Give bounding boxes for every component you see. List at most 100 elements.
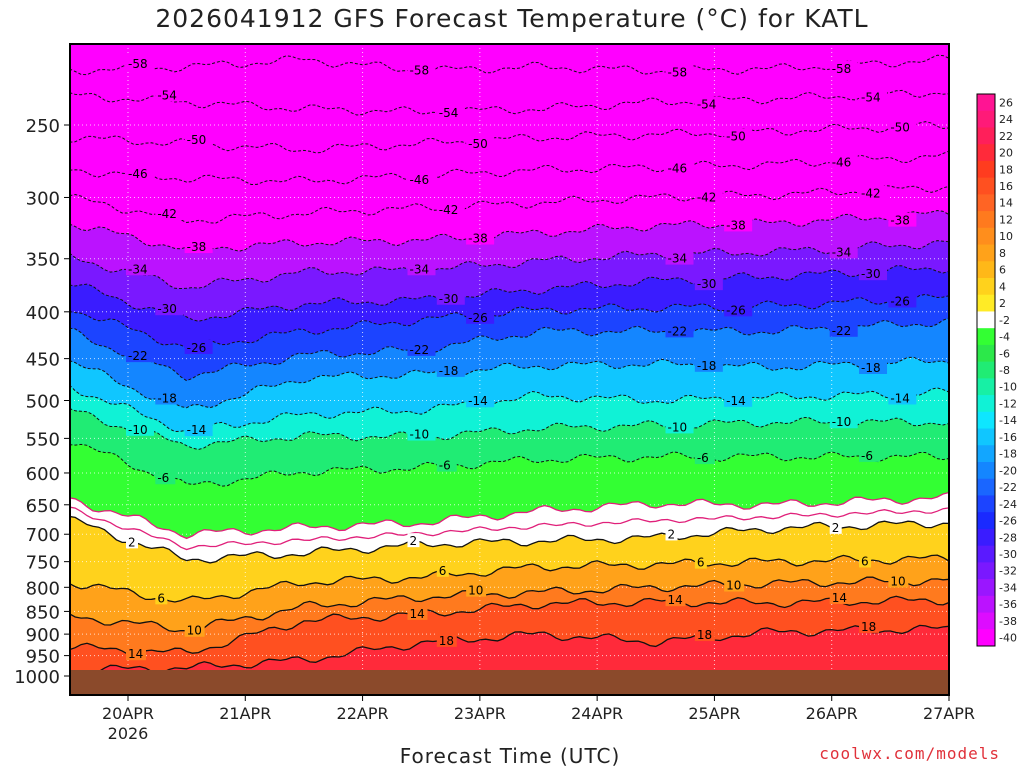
colorbar-label--32: -32 bbox=[999, 565, 1017, 578]
contour-label-bg bbox=[665, 64, 694, 79]
x-tick-label-24APR: 24APR bbox=[571, 704, 623, 723]
contour-label-10: 10 bbox=[890, 575, 905, 589]
contour-label-14: 14 bbox=[128, 647, 143, 661]
colorbar-swatch--26 bbox=[977, 512, 995, 530]
contour-label-bg bbox=[436, 457, 457, 472]
contour-label--14: -14 bbox=[468, 394, 488, 408]
isotherm--46 bbox=[70, 150, 949, 186]
contour-label-bg bbox=[829, 244, 858, 259]
contour-label--46: -46 bbox=[832, 156, 852, 170]
colorbar-label--38: -38 bbox=[999, 615, 1017, 628]
contour-label--22: -22 bbox=[668, 324, 688, 338]
colorbar-label-10: 10 bbox=[999, 230, 1013, 243]
colorbar-label--16: -16 bbox=[999, 431, 1017, 444]
contour-label-bg bbox=[466, 582, 487, 597]
contour-label-bg bbox=[436, 632, 457, 647]
colorbar-swatch--10 bbox=[977, 378, 995, 396]
contour-label-bg bbox=[466, 135, 495, 150]
colorbar-swatch--16 bbox=[977, 428, 995, 446]
contour-label-bg bbox=[694, 276, 723, 291]
isotherm-14 bbox=[70, 595, 949, 656]
colorbar-label--2: -2 bbox=[999, 314, 1010, 327]
colorbar-swatch-4 bbox=[977, 278, 995, 296]
contour-label-bg bbox=[888, 212, 917, 227]
contour-label-bg bbox=[694, 96, 723, 111]
contour-label-bg bbox=[694, 627, 715, 642]
contour-label-bg bbox=[694, 554, 707, 569]
colorbar-label--40: -40 bbox=[999, 632, 1017, 645]
y-tick-label-500: 500 bbox=[26, 392, 60, 413]
contour-label--50: -50 bbox=[726, 129, 746, 143]
contour-label--26: -26 bbox=[726, 303, 746, 317]
contour-label-bg bbox=[724, 217, 753, 232]
y-tick-label-950: 950 bbox=[26, 647, 60, 668]
contour-label-bg bbox=[466, 309, 495, 324]
colorbar-swatch--12 bbox=[977, 395, 995, 413]
contour-label-6: 6 bbox=[157, 591, 165, 605]
colorbar-swatch-14 bbox=[977, 194, 995, 212]
contour-label-bg bbox=[694, 189, 723, 204]
x-tick-label-27APR: 27APR bbox=[923, 704, 975, 723]
contour-label-bg bbox=[436, 104, 465, 119]
colorbar-label--36: -36 bbox=[999, 598, 1017, 611]
contour-label-bg bbox=[407, 533, 420, 548]
contour-label-bg bbox=[888, 573, 909, 588]
contour-label-bg bbox=[184, 339, 213, 354]
contour-label-2: 2 bbox=[409, 534, 417, 548]
contour-label-bg bbox=[859, 618, 880, 633]
contour-label-bg bbox=[126, 646, 146, 661]
contour-label--14: -14 bbox=[187, 423, 207, 437]
contour-label-6: 6 bbox=[861, 554, 869, 568]
contour-label--46: -46 bbox=[668, 162, 688, 176]
colorbar-label--14: -14 bbox=[999, 414, 1017, 427]
colorbar-swatch--20 bbox=[977, 462, 995, 480]
contour-label-18: 18 bbox=[861, 620, 876, 634]
y-tick-label-350: 350 bbox=[26, 250, 60, 271]
contour-labels: -58 -58 -58 -58-54-54-54 -54-50 -50-50-50-46-… bbox=[126, 55, 917, 661]
contour-label--58: -58 bbox=[832, 62, 852, 76]
contour-label--6: -6 bbox=[157, 471, 169, 485]
contour-label-bg bbox=[829, 60, 858, 75]
isotherm--58 bbox=[70, 54, 949, 76]
contour-label--22: -22 bbox=[832, 324, 852, 338]
contour-label-bg bbox=[126, 534, 138, 549]
contour-label-bg bbox=[859, 266, 888, 281]
colorbar-swatch-10 bbox=[977, 227, 995, 246]
contour-label--14: -14 bbox=[890, 391, 910, 405]
contour-label--54: -54 bbox=[697, 97, 717, 111]
contour-label-bg bbox=[888, 293, 917, 308]
contour-label-6: 6 bbox=[697, 556, 705, 570]
contour-label-bg bbox=[155, 590, 168, 605]
credit-link[interactable]: coolwx.com/models bbox=[819, 744, 1000, 763]
colorbar-swatch--36 bbox=[977, 595, 995, 614]
contour-label-bg bbox=[126, 421, 154, 436]
colorbar-frame bbox=[976, 93, 996, 647]
plot-frame bbox=[69, 43, 950, 696]
colorbar-swatch-22 bbox=[977, 127, 995, 145]
contour-label--34: -34 bbox=[409, 262, 429, 276]
contour-label-bg bbox=[126, 261, 154, 276]
contour-label-bg bbox=[155, 87, 184, 102]
x-tick-label-22APR: 22APR bbox=[337, 704, 389, 723]
colorbar-label--8: -8 bbox=[999, 364, 1010, 377]
colorbar-label-22: 22 bbox=[999, 130, 1013, 143]
y-tick-label-700: 700 bbox=[26, 525, 60, 546]
contour-label--10: -10 bbox=[668, 420, 688, 434]
isotherm--6 bbox=[70, 443, 949, 487]
contour-label--30: -30 bbox=[157, 302, 177, 316]
colorbar-label--26: -26 bbox=[999, 515, 1017, 528]
contour-label-14: 14 bbox=[668, 593, 683, 607]
colorbar-label-18: 18 bbox=[999, 163, 1013, 176]
x-tick-label-23APR: 23APR bbox=[454, 704, 506, 723]
contour-label-bg bbox=[407, 426, 436, 441]
contour-label--46: -46 bbox=[128, 167, 148, 181]
band-above--58 bbox=[70, 44, 949, 75]
contour-label--38: -38 bbox=[726, 218, 746, 232]
contour-label--18: -18 bbox=[157, 392, 177, 406]
surface-ground bbox=[71, 670, 948, 694]
y-tick-label-250: 250 bbox=[26, 116, 60, 137]
contour-label-bg bbox=[126, 348, 154, 363]
contour-label--34: -34 bbox=[668, 252, 688, 266]
contour-label-bg bbox=[407, 605, 428, 620]
colorbar-swatch--38 bbox=[977, 612, 995, 630]
